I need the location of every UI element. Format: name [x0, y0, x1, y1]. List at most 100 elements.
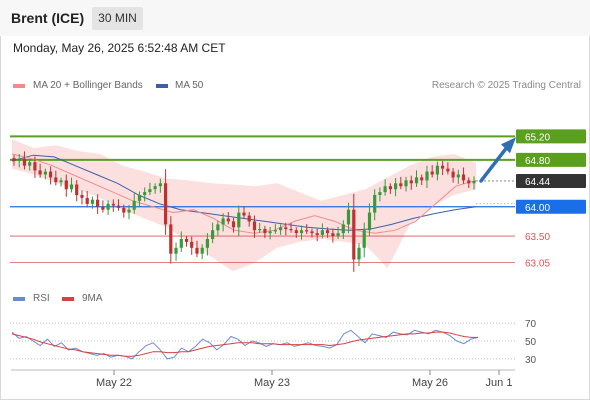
- candle-body: [96, 199, 100, 207]
- bollinger-band: [12, 139, 476, 272]
- candle-body: [137, 195, 142, 201]
- ma20-line: [11, 153, 477, 234]
- timeframe-badge[interactable]: 30 MIN: [92, 7, 143, 30]
- level-tag-text-64-44: 64.44: [525, 177, 550, 188]
- candle-body: [461, 174, 466, 181]
- level-tag-64-44: [516, 173, 586, 188]
- ma50-legend-label: MA 50: [175, 80, 204, 91]
- candle-body: [346, 209, 351, 225]
- credit-text: Research © 2025 Trading Central: [431, 80, 581, 91]
- level-tag-text-64-00: 64.00: [525, 203, 550, 214]
- rsi-tick-50: 50: [525, 337, 537, 348]
- rsi-tick-30: 30: [525, 355, 537, 366]
- candle-body: [226, 218, 230, 222]
- x-tick-label: May 22: [96, 377, 132, 389]
- candle-body: [352, 209, 356, 260]
- x-tick-label: May 26: [412, 377, 448, 389]
- candle-body: [279, 227, 283, 231]
- candle-body: [247, 215, 251, 222]
- candle-body: [336, 233, 340, 237]
- candle-body: [17, 158, 21, 161]
- candle-body: [148, 189, 152, 193]
- candle-body: [409, 180, 413, 184]
- candle-body: [169, 224, 173, 254]
- ma50-legend-swatch: [156, 84, 168, 88]
- trend-arrow-head: [501, 137, 516, 154]
- candle-body: [242, 212, 246, 216]
- timestamp: Monday, May 26, 2025 6:52:48 AM CET: [13, 41, 226, 55]
- candle-body: [388, 186, 392, 190]
- level-tag-text-65-20: 65.20: [525, 132, 550, 143]
- candle-body: [331, 233, 335, 237]
- candle-body: [164, 183, 168, 225]
- header-bar: Brent (ICE) 30 MIN: [0, 0, 590, 36]
- candle-body: [341, 224, 345, 234]
- candle-body: [59, 180, 63, 183]
- rsi-ma-legend-label: 9MA: [82, 293, 103, 304]
- candle-body: [101, 206, 105, 210]
- candle-body: [252, 221, 257, 231]
- candle-body: [153, 186, 157, 190]
- candle-body: [258, 229, 262, 231]
- candle-body: [472, 181, 476, 184]
- candle-body: [90, 199, 94, 204]
- x-tick-label: Jun 1: [486, 377, 513, 389]
- candle-body: [326, 230, 330, 234]
- candle-body: [414, 177, 419, 184]
- level-tag-65-20: [516, 129, 586, 144]
- candle-body: [64, 180, 68, 190]
- candle-body: [106, 203, 110, 210]
- level-tag-64-80: [516, 152, 586, 167]
- level-tag-text-64-80: 64.80: [525, 156, 550, 167]
- candle-body: [33, 162, 37, 171]
- candle-body: [216, 224, 220, 231]
- rsi-legend-swatch: [13, 297, 25, 301]
- candle-body: [205, 239, 209, 248]
- candle-body: [378, 192, 382, 195]
- candle-body: [28, 162, 32, 166]
- level-tag-64-00: [516, 199, 586, 214]
- candle-body: [22, 158, 27, 166]
- candle-body: [310, 231, 314, 234]
- candle-body: [441, 165, 445, 169]
- candle-body: [49, 171, 53, 178]
- candle-body: [305, 230, 309, 232]
- candle-body: [289, 229, 293, 231]
- x-tick-label: May 23: [254, 377, 290, 389]
- candle-body: [132, 200, 136, 210]
- candle-body: [294, 230, 298, 234]
- candle-body: [195, 247, 199, 254]
- candle-body: [268, 231, 272, 234]
- ma20-legend-label: MA 20 + Bollinger Bands: [33, 80, 143, 91]
- instrument-title: Brent (ICE): [11, 10, 85, 26]
- candle-body: [373, 195, 377, 213]
- candle-body: [80, 195, 84, 198]
- candle-body: [127, 209, 131, 213]
- candle-body: [456, 174, 460, 178]
- candle-body: [394, 183, 398, 190]
- ma50-line: [11, 154, 477, 231]
- candle-body: [430, 171, 434, 175]
- candle-body: [273, 230, 277, 232]
- candle-body: [435, 165, 439, 175]
- candle-body: [116, 205, 121, 208]
- candle-body: [200, 247, 204, 254]
- rsi-legend-label: RSI: [33, 293, 50, 304]
- candle-body: [179, 239, 183, 248]
- candle-body: [357, 247, 361, 260]
- candle-body: [320, 230, 324, 235]
- candle-body: [190, 241, 194, 248]
- candle-body: [184, 239, 189, 242]
- candle-body: [221, 218, 225, 225]
- ma20-legend-swatch: [13, 84, 25, 88]
- candle-body: [404, 180, 408, 187]
- candle-body: [315, 233, 319, 235]
- candle-body: [143, 192, 147, 195]
- rsi-ma-legend-swatch: [62, 297, 74, 301]
- candle-body: [263, 229, 267, 234]
- rsi-tick-70: 70: [525, 319, 537, 330]
- candle-body: [38, 170, 42, 175]
- candle-body: [446, 168, 450, 172]
- rsi-series-9ma: [11, 331, 478, 357]
